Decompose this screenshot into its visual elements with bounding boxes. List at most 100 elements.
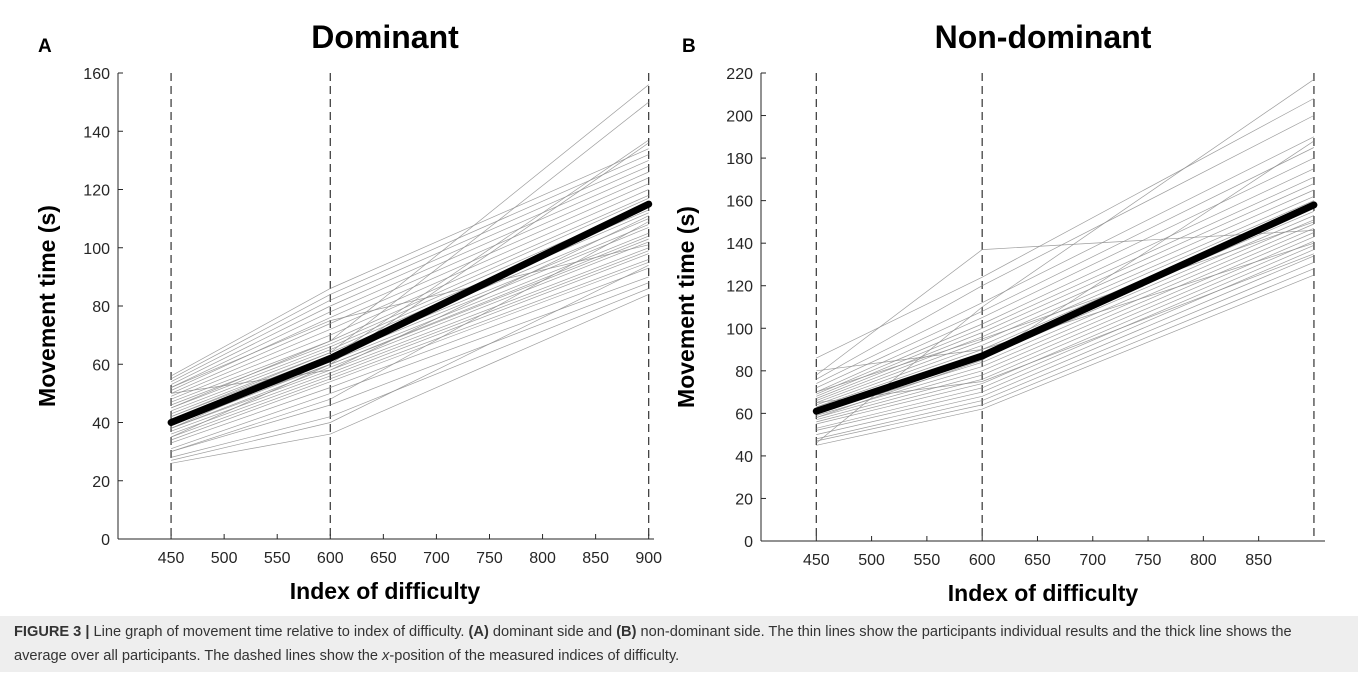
participant-line [170, 189, 649, 397]
chart-title: Non-dominant [935, 19, 1152, 55]
y-tick-label: 60 [735, 406, 753, 423]
participant-line [170, 203, 649, 406]
y-tick-label: 120 [83, 183, 110, 200]
participant-line [170, 84, 649, 409]
participant-line [170, 183, 649, 394]
x-tick-label: 750 [1135, 552, 1162, 569]
y-tick-label: 40 [92, 416, 110, 433]
y-tick-label: 200 [726, 109, 753, 126]
participant-line [171, 264, 649, 461]
participant-line [170, 241, 649, 429]
x-tick-label: 850 [582, 550, 609, 567]
participant-line [816, 268, 1315, 442]
participant-line [816, 253, 1315, 404]
participant-line [170, 148, 649, 377]
participant-line [170, 276, 649, 450]
participant-line [816, 232, 1315, 421]
participant-line [171, 282, 649, 452]
participant-line [816, 98, 1315, 359]
participant-line [816, 255, 1315, 435]
y-tick-label: 180 [726, 151, 753, 168]
participant-line [816, 249, 1315, 431]
participant-line [816, 79, 1315, 444]
x-tick-label: 650 [1024, 552, 1051, 569]
x-tick-label: 600 [969, 552, 996, 569]
mean-line [812, 201, 1318, 415]
y-tick-label: 0 [744, 534, 753, 551]
y-tick-label: 140 [726, 236, 753, 253]
participant-line [170, 247, 649, 429]
caption-background [0, 616, 1358, 672]
x-tick-label: 700 [1079, 552, 1106, 569]
participant-line [816, 240, 1315, 425]
chart-title: Dominant [311, 19, 459, 55]
participant-line [816, 157, 1315, 393]
participant-line [170, 160, 649, 383]
x-tick-label: 750 [476, 550, 503, 567]
participant-line [816, 176, 1315, 397]
x-tick-label: 600 [317, 550, 344, 567]
participant-line [170, 261, 649, 441]
participant-line [170, 194, 649, 400]
x-tick-label: 700 [423, 550, 450, 567]
panel-label: B [682, 36, 696, 57]
caption-label-b: (B) [616, 624, 637, 640]
x-tick-label: 800 [1190, 552, 1217, 569]
participant-line [170, 259, 649, 438]
participant-line [816, 236, 1315, 423]
participant-line [816, 261, 1315, 440]
panel-a-dominant: A Dominant 0 20 40 60 80 100 120 140 160 450 500 550 6… [34, 19, 662, 604]
x-tick-label: 500 [858, 552, 885, 569]
participant-line [170, 267, 649, 444]
participant-line [816, 227, 1315, 418]
x-tick-label: 550 [914, 552, 941, 569]
participant-line [816, 189, 1315, 401]
caption-text-4: -position of the measured indices of dif… [389, 648, 680, 664]
y-tick-label: 220 [726, 66, 753, 83]
participant-line [170, 221, 649, 452]
y-tick-label: 80 [735, 364, 753, 381]
x-tick-label: 550 [264, 550, 291, 567]
x-tick-label: 900 [635, 550, 662, 567]
caption-text-2: dominant side and [488, 624, 617, 640]
participant-line [816, 230, 1314, 376]
participant-line [170, 244, 649, 388]
x-tick-label: 450 [803, 552, 830, 569]
y-axis-label: Movement time (s) [673, 206, 699, 408]
participant-line [816, 274, 1315, 446]
y-tick-label: 120 [726, 279, 753, 296]
participant-line [816, 136, 1315, 384]
y-tick-label: 100 [726, 321, 753, 338]
y-tick-label: 140 [83, 124, 110, 141]
x-axis-label: Index of difficulty [948, 580, 1139, 606]
participant-line [171, 215, 649, 394]
caption-label-a: (A) [468, 624, 489, 640]
participant-line [816, 200, 1315, 406]
y-tick-label: 40 [735, 449, 753, 466]
y-axis-label: Movement time (s) [34, 205, 60, 407]
participant-line [170, 253, 649, 435]
participant-line [171, 294, 649, 464]
participant-line [816, 115, 1315, 380]
panel-b-non-dominant: B Non-dominant 0 20 40 60 80 100 120 140 160 180 200… [673, 19, 1325, 606]
participant-line [170, 142, 649, 438]
y-tick-label: 20 [735, 491, 753, 508]
participant-line [170, 154, 649, 380]
x-tick-label: 850 [1245, 552, 1272, 569]
y-tick-label: 60 [92, 357, 110, 374]
x-tick-label: 650 [370, 550, 397, 567]
y-tick-label: 80 [92, 299, 110, 316]
x-tick-label: 800 [529, 550, 556, 567]
participant-line [816, 223, 1315, 416]
participant-line [170, 177, 649, 391]
caption-text-1: Line graph of movement time relative to … [89, 624, 469, 640]
participant-line [816, 168, 1315, 395]
figure-caption: FIGURE 3 | Line graph of movement time r… [14, 620, 1344, 668]
mean-line [167, 200, 653, 426]
x-tick-label: 450 [158, 550, 185, 567]
caption-figure-label: FIGURE 3 | [14, 624, 90, 640]
caption-italic-x: x [382, 648, 390, 664]
participant-line [171, 288, 649, 458]
participant-line [170, 171, 649, 388]
